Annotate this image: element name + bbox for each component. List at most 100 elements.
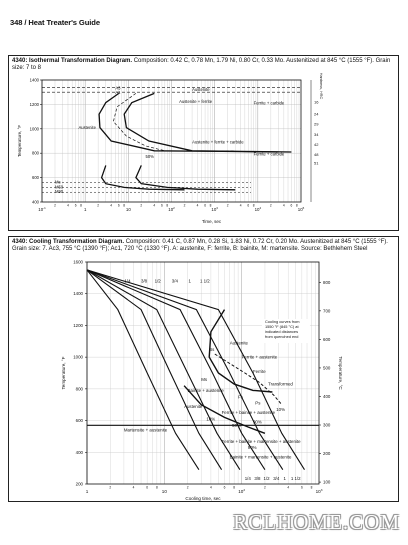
hardness-tick-label: 16 [314, 99, 319, 104]
x-minor-tick-label: 4 [67, 204, 69, 208]
x-tick-label: 1 [86, 489, 89, 494]
m50-label: M50 [55, 184, 64, 189]
ninety-percent-label-mid: 90% [253, 420, 262, 425]
figure-1-caption-text: Composition: 0.42 C, 0.78 Mn, 1.79 Ni, 0… [12, 58, 391, 72]
x-minor-tick-label: 2 [227, 204, 229, 208]
ninety-percent-label-low: 90% [248, 445, 257, 450]
x-minor-tick-label: 4 [110, 204, 112, 208]
x-minor-tick-label: 4 [133, 486, 135, 490]
transformation-curve-3 [100, 165, 185, 191]
y-tick-label: 1400 [73, 291, 83, 296]
plot-frame [41, 79, 302, 203]
y-tick-label: 1600 [73, 260, 83, 265]
ms-marker-label: Ms [201, 377, 208, 382]
x-minor-tick-label: 6 [75, 204, 77, 208]
x-minor-tick-label: 2 [109, 486, 111, 490]
cooling-note-line: from quenched end [265, 334, 299, 339]
watermark: RCLHOME.COM [233, 510, 400, 534]
plot-frame [86, 261, 320, 485]
bainite-start-boundary [183, 385, 266, 434]
hardness-tick-label: 34 [314, 132, 319, 137]
fifty-percent-label: 50% [232, 423, 241, 428]
ferrite-bainite-austenite-label: Ferrite + bainite + austenite [222, 410, 276, 415]
austenite-label-top: Austenite [192, 87, 210, 92]
ferrite-bainite-martensite-austenite-label: Ferrite + bainite + martensite + austeni… [222, 439, 302, 444]
curve-label-top: 1 1/2 [200, 279, 210, 284]
cooling-curve-3 [86, 269, 241, 470]
figure-2-caption: 4340: Cooling Transformation Diagram. Co… [12, 239, 394, 254]
x-tick-label: 10-1 [38, 206, 46, 212]
cooling-note-line: Cooling curves from [265, 319, 300, 324]
figure-2-box: 4340: Cooling Transformation Diagram. Co… [8, 236, 399, 502]
y2-tick-label: 600 [323, 337, 331, 342]
y-tick-label: 800 [32, 151, 40, 156]
austenite-label-mid: Austenite [184, 404, 203, 409]
x-tick-label: 102 [168, 206, 175, 212]
figure-2-caption-title: 4340: Cooling Transformation Diagram. [12, 239, 125, 245]
ferrite-austenite-label: Ferrite + austenite [242, 355, 278, 360]
x-minor-tick-label: 4 [283, 204, 285, 208]
austenite-ferrite-label: Austenite + ferrite [179, 99, 213, 104]
cooling-curve-6 [86, 269, 305, 470]
ten-percent-label-left: 10% [206, 417, 215, 422]
x-minor-tick-label: 4 [197, 204, 199, 208]
y-tick-label: 200 [76, 482, 84, 487]
y2-tick-label: 500 [323, 365, 331, 370]
m90-label: M90 [55, 189, 64, 194]
austenite-label-left: Austenite [78, 125, 96, 130]
x-minor-tick-label: 6 [247, 204, 249, 208]
x-tick-label: 104 [255, 206, 262, 212]
x-tick-label: 103 [316, 488, 323, 494]
y-tick-label: 1200 [30, 102, 40, 107]
hardness-tick-label: 29 [314, 121, 319, 126]
cooling-note-line: 1550 °F (845 °C) at [265, 324, 300, 329]
curve-label-top: 3/8 [141, 279, 148, 284]
bainite-martensite-austenite-label: Bainite + martensite + austenite [230, 455, 292, 460]
curve-label-top: 1/2 [155, 279, 162, 284]
y2-tick-label: 800 [323, 280, 331, 285]
y2-tick-label: 100 [323, 480, 331, 485]
y2-tick-label: 200 [323, 451, 331, 456]
figure-1-box: 4340: Isothermal Transformation Diagram.… [8, 55, 399, 231]
y-tick-label: 1000 [30, 126, 40, 131]
x-minor-tick-label: 6 [224, 486, 226, 490]
bainite-austenite-label: Bainite + austenite [188, 388, 225, 393]
x-minor-tick-label: 6 [204, 204, 206, 208]
x-minor-tick-label: 2 [97, 204, 99, 208]
ten-percent-boundary [214, 353, 283, 406]
y2-axis-label: Temperature, °C [338, 356, 343, 390]
x-minor-tick-label: 2 [54, 204, 56, 208]
x-tick-label: 10 [162, 489, 168, 494]
cooling-curve-2 [86, 269, 223, 470]
x-tick-label: 103 [211, 206, 218, 212]
x-minor-tick-label: 6 [161, 204, 163, 208]
x-minor-tick-label: 8 [233, 486, 235, 490]
ms-label: Ms [55, 179, 61, 184]
fs-label: Fs [238, 394, 244, 399]
a1-label: A1 [115, 90, 121, 95]
cooling-note-box [261, 319, 310, 344]
x-tick-label: 10 [126, 207, 131, 212]
transformation-curve-4 [135, 165, 236, 191]
curve-label-top: 1 [188, 279, 191, 284]
y-tick-label: 400 [32, 200, 40, 205]
x-tick-label: 105 [298, 206, 305, 212]
cooling-curve-5 [86, 269, 284, 470]
x-minor-tick-label: 4 [240, 204, 242, 208]
ferrite-carbide-label-bottom: Ferrite + carbide [254, 152, 285, 157]
curve-label-bottom: 1/4 [245, 476, 252, 481]
y-tick-label: 600 [32, 175, 40, 180]
y-tick-label: 400 [76, 450, 84, 455]
x-minor-tick-label: 2 [184, 204, 186, 208]
x-minor-tick-label: 2 [264, 486, 266, 490]
bs-label: Bs [209, 347, 215, 352]
y-tick-label: 800 [76, 386, 84, 391]
hardness-tick-label: 48 [314, 152, 319, 157]
x-minor-tick-label: 2 [187, 486, 189, 490]
x-minor-tick-label: 4 [210, 486, 212, 490]
hardness-axis-label: Hardness, HRC [319, 73, 323, 100]
cooling-curve-4 [86, 269, 266, 470]
x-minor-tick-label: 8 [253, 204, 255, 208]
transformed-label: Transformed [268, 382, 293, 387]
